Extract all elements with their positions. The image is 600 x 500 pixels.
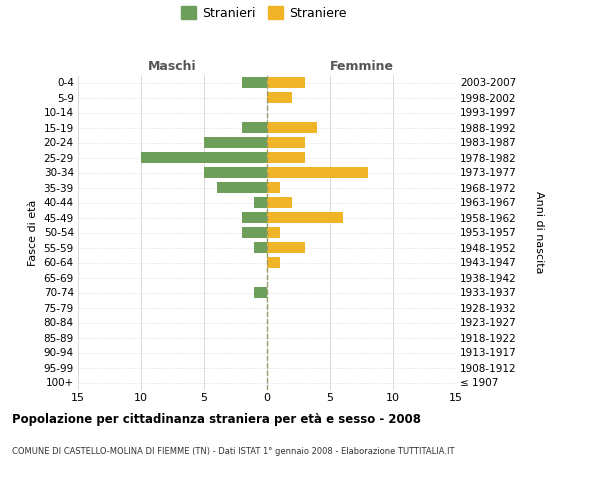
Bar [254,287,267,298]
Text: Popolazione per cittadinanza straniera per età e sesso - 2008: Popolazione per cittadinanza straniera p… [12,412,421,426]
Bar [242,227,267,238]
Y-axis label: Anni di nascita: Anni di nascita [533,191,544,274]
Bar [254,197,267,208]
Bar [204,167,267,178]
Y-axis label: Fasce di età: Fasce di età [28,200,38,266]
Bar [267,182,280,193]
Bar [217,182,267,193]
Bar [267,122,317,133]
Bar [204,137,267,148]
Bar [267,242,305,253]
Bar [267,257,280,268]
Bar [141,152,267,163]
Text: Maschi: Maschi [148,60,197,72]
Bar [267,137,305,148]
Bar [267,197,292,208]
Bar [242,212,267,223]
Bar [267,212,343,223]
Bar [267,227,280,238]
Bar [254,242,267,253]
Bar [242,77,267,88]
Bar [242,122,267,133]
Bar [267,167,368,178]
Bar [267,92,292,103]
Bar [267,152,305,163]
Text: Femmine: Femmine [329,60,394,72]
Bar [267,77,305,88]
Text: COMUNE DI CASTELLO-MOLINA DI FIEMME (TN) - Dati ISTAT 1° gennaio 2008 - Elaboraz: COMUNE DI CASTELLO-MOLINA DI FIEMME (TN)… [12,448,455,456]
Legend: Stranieri, Straniere: Stranieri, Straniere [181,6,347,20]
